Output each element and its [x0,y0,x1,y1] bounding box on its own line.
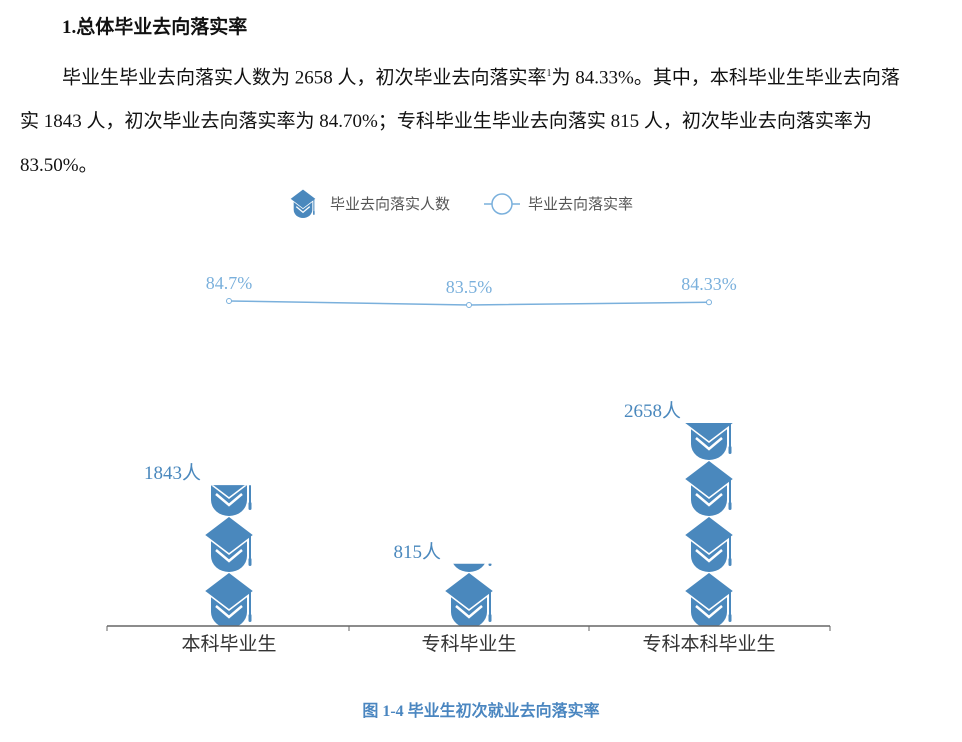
graduation-cap-icon [443,570,495,627]
graduation-cap-icon [203,570,255,626]
graduation-cap-icon [683,514,735,572]
legend-cap-icon [289,188,317,218]
x-tick-label: 本科毕业生 [181,633,276,655]
bar-data-label: 2658人 [624,400,681,422]
bar-data-label: 1843人 [144,462,201,484]
legend-circle-icon [491,193,513,215]
graduation-cap-icon [444,460,494,516]
pictorial-bar[interactable] [683,348,735,628]
section-heading: 1.总体毕业去向落实率 [62,17,248,38]
footnote-ref[interactable]: 1 [546,68,552,79]
graduation-cap-icon [683,458,735,516]
x-axis: 本科毕业生 专科毕业生 专科本科毕业生 [106,625,831,655]
legend: 毕业去向落实人数 毕业去向落实率 [289,188,633,218]
paragraph: 毕业生毕业去向落实人数为 2658 人，初次毕业去向落实率1为 84.33%。其… [20,52,900,188]
figure-caption: 图 1-4 毕业生初次就业去向落实率 [362,703,600,720]
legend-label-count[interactable]: 毕业去向落实人数 [330,195,450,213]
x-tick-label: 专科本科毕业生 [642,633,775,655]
graduation-cap-icon [204,404,254,460]
rate-data-label: 84.7% [206,273,253,293]
pictorial-bar[interactable] [443,460,495,628]
graduation-cap-icon [684,348,734,404]
rate-point[interactable] [706,299,712,306]
rate-data-label: 84.33% [681,274,737,294]
paragraph-text-2: 为 84.33%。其中，本科毕业生毕业去向落实 1843 人，初次毕业去向落实率… [20,67,900,177]
legend-label-rate[interactable]: 毕业去向落实率 [528,195,633,213]
graduation-cap-icon [203,514,255,572]
paragraph-text: 毕业生毕业去向落实人数为 2658 人，初次毕业去向落实率 [62,67,547,89]
graduation-cap-icon [683,570,735,626]
graduation-cap-icon [203,485,255,516]
bar-data-label: 815人 [393,541,441,563]
x-tick-label: 专科毕业生 [421,633,516,655]
rate-point[interactable] [466,302,472,308]
graduation-cap-icon [683,423,735,460]
pictorial-bar[interactable] [203,404,255,628]
graduation-cap-icon [443,563,495,572]
rate-data-label: 83.5% [446,277,493,297]
rate-point[interactable] [226,298,232,305]
